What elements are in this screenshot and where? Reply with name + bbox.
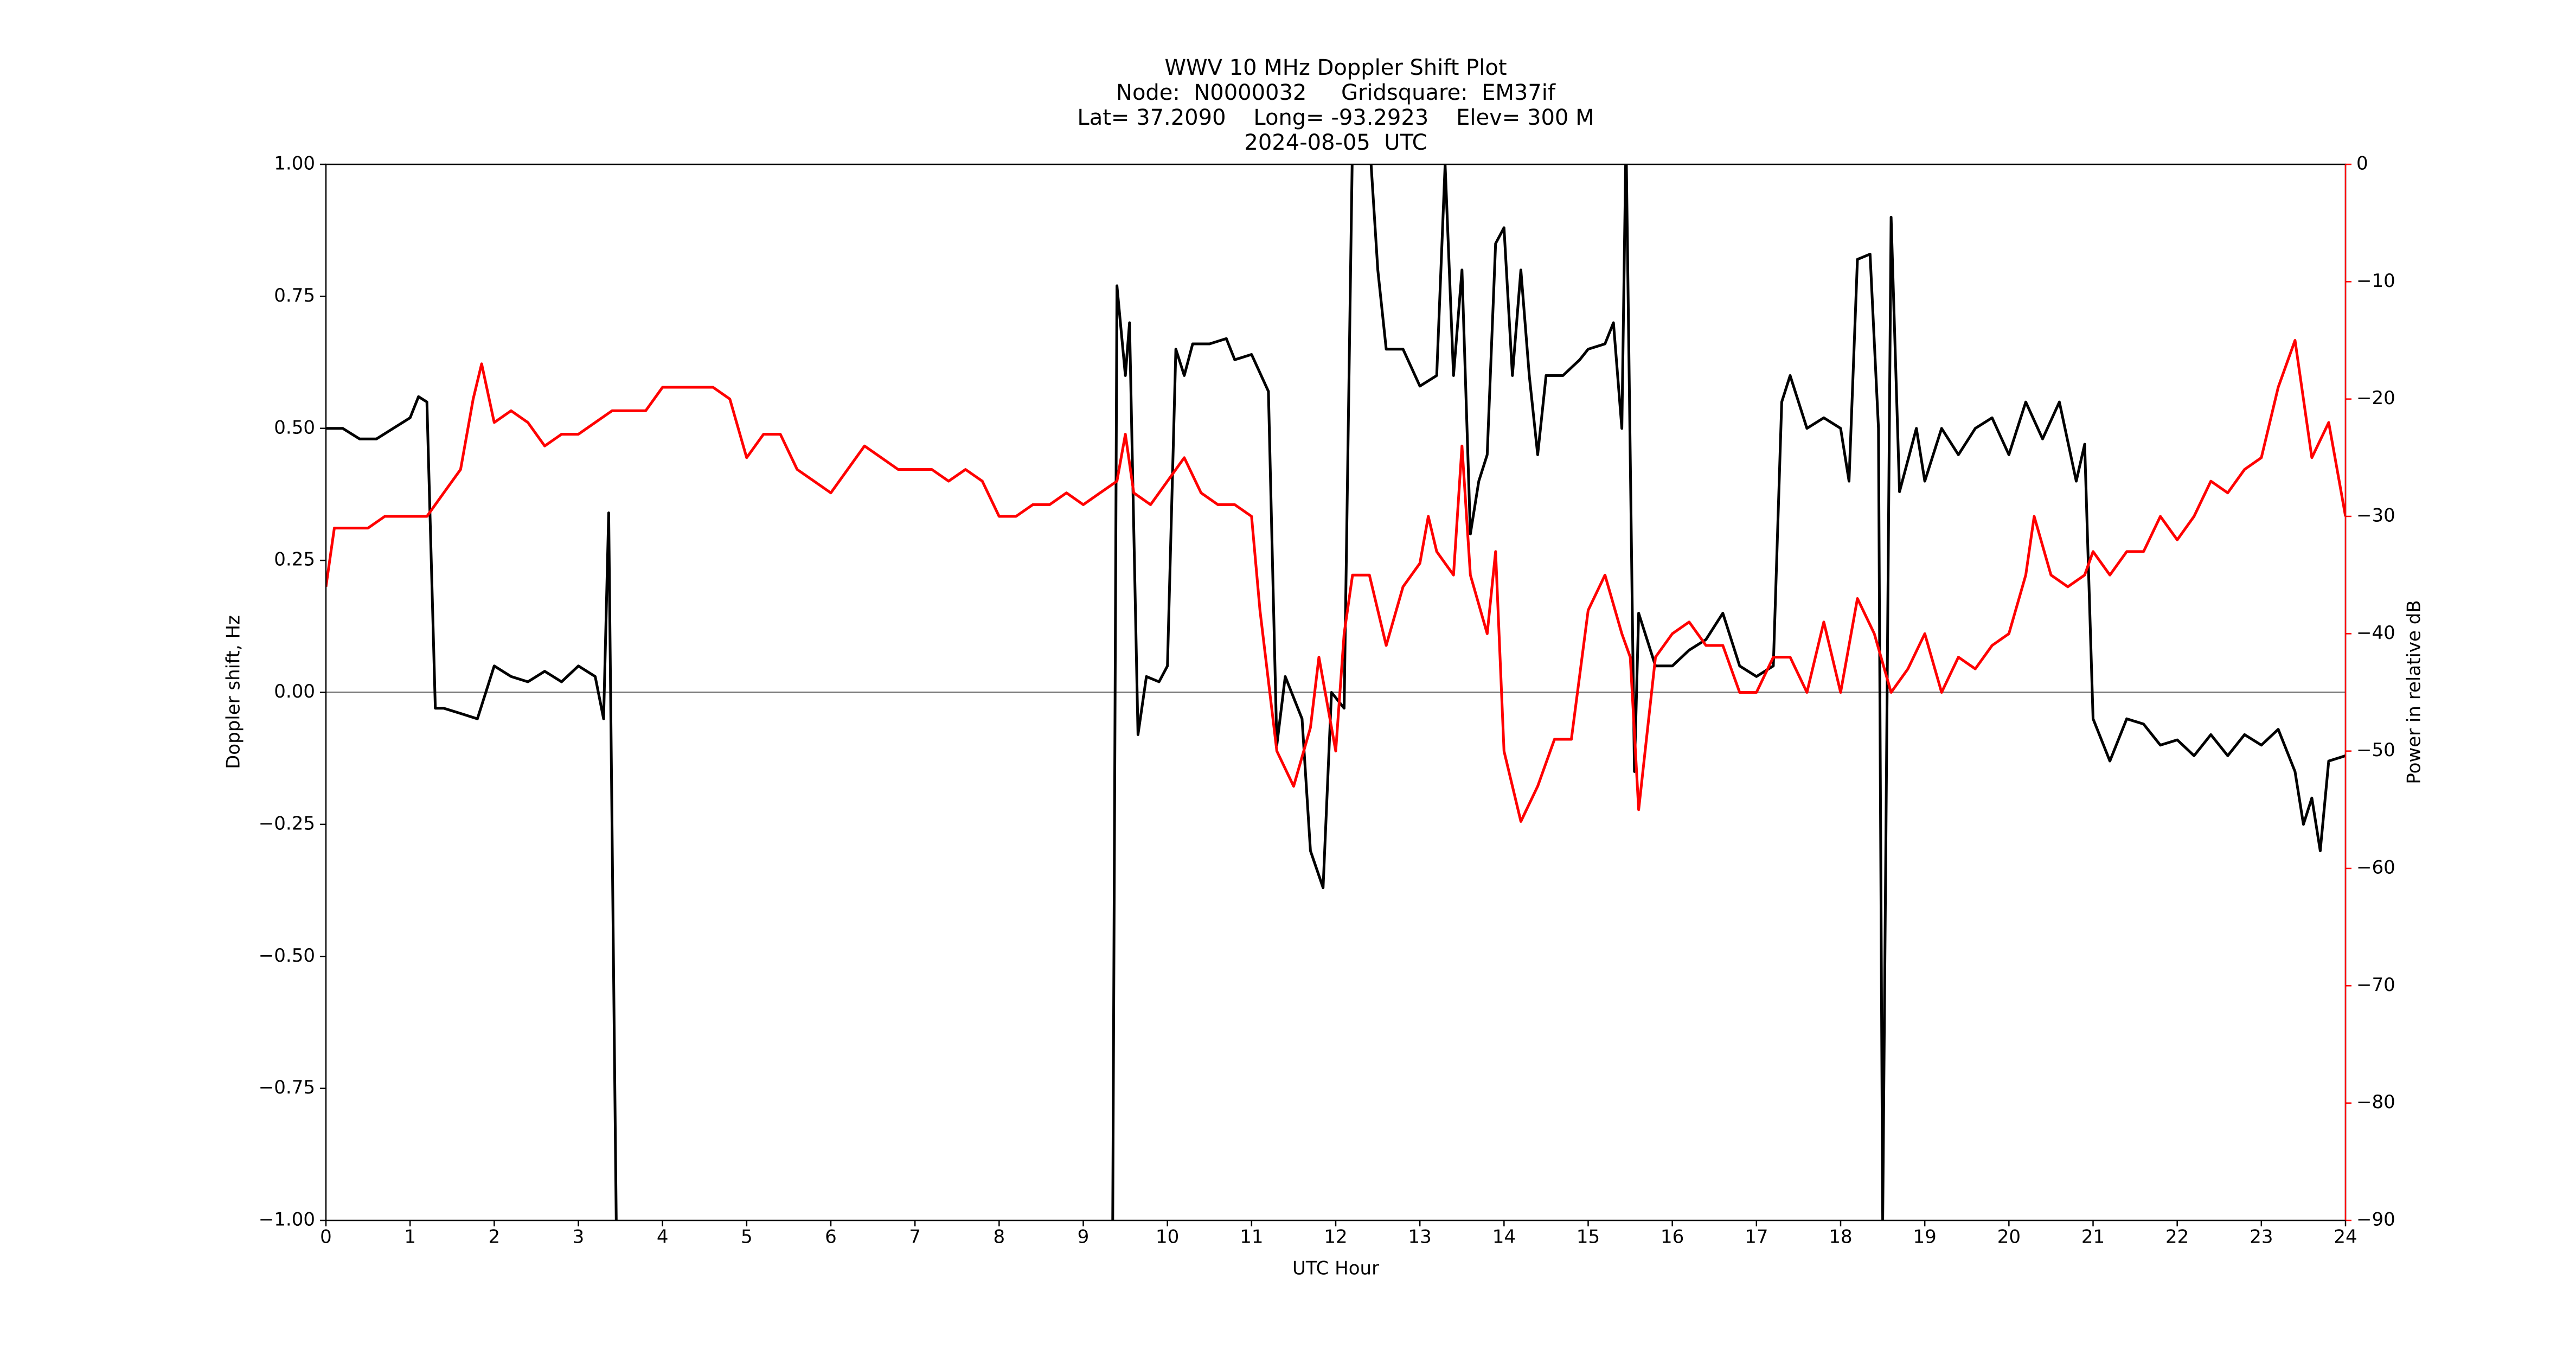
x-tick-label: 3 [573, 1226, 585, 1248]
y-tick-label: 0.75 [274, 285, 315, 306]
y2-tick-label: −20 [2356, 387, 2395, 409]
x-tick-label: 12 [1324, 1226, 1347, 1248]
data-line [326, 164, 2346, 1220]
x-tick-label: 4 [657, 1226, 669, 1248]
x-tick-label: 9 [1078, 1226, 1090, 1248]
x-tick-label: 20 [1997, 1226, 2021, 1248]
x-tick-label: 10 [1156, 1226, 1179, 1248]
y2-tick-label: −80 [2356, 1091, 2395, 1113]
x-tick-label: 24 [2334, 1226, 2357, 1248]
y2-axis-label: Power in relative dB [2404, 600, 2425, 784]
y-tick-label: −0.75 [259, 1077, 315, 1098]
x-tick-label: 13 [1408, 1226, 1432, 1248]
y-tick-label: 0.50 [274, 417, 315, 438]
chart-title: WWV 10 MHz Doppler Shift Plot [1164, 55, 1507, 80]
y2-tick-label: −10 [2356, 270, 2395, 292]
x-tick-label: 0 [320, 1226, 332, 1248]
data-line [326, 339, 2346, 823]
y-tick-label: −1.00 [259, 1209, 315, 1231]
x-tick-label: 22 [2165, 1226, 2189, 1248]
x-tick-label: 15 [1577, 1226, 1600, 1248]
x-tick-label: 21 [2081, 1226, 2105, 1248]
x-tick-label: 8 [994, 1226, 1005, 1248]
y2-tick-label: −60 [2356, 857, 2395, 879]
y2-tick-label: −70 [2356, 974, 2395, 996]
y2-tick-label: −50 [2356, 739, 2395, 761]
x-tick-label: 16 [1661, 1226, 1684, 1248]
chart-title: Lat= 37.2090 Long= -93.2923 Elev= 300 M [1077, 105, 1594, 130]
y2-tick-label: 0 [2356, 153, 2368, 175]
x-tick-label: 2 [489, 1226, 501, 1248]
x-tick-label: 23 [2250, 1226, 2273, 1248]
x-tick-label: 11 [1240, 1226, 1263, 1248]
y-tick-label: 0.25 [274, 549, 315, 571]
y-tick-label: −0.25 [259, 813, 315, 834]
x-tick-label: 18 [1829, 1226, 1852, 1248]
x-tick-label: 6 [825, 1226, 837, 1248]
chart-title: Node: N0000032 Gridsquare: EM37if [1116, 80, 1556, 105]
y-tick-label: 0.00 [274, 681, 315, 702]
x-tick-label: 5 [741, 1226, 753, 1248]
y-tick-label: −0.50 [259, 945, 315, 967]
x-tick-label: 14 [1492, 1226, 1516, 1248]
y-axis-label: Doppler shift, Hz [223, 615, 245, 769]
y-tick-label: 1.00 [274, 153, 315, 175]
y2-tick-label: −30 [2356, 505, 2395, 527]
x-axis-label: UTC Hour [1292, 1258, 1379, 1280]
x-tick-label: 1 [404, 1226, 416, 1248]
y2-tick-label: −40 [2356, 622, 2395, 644]
chart-title: 2024-08-05 UTC [1244, 130, 1427, 155]
x-tick-label: 7 [909, 1226, 921, 1248]
x-tick-label: 19 [1913, 1226, 1937, 1248]
x-tick-label: 17 [1745, 1226, 1768, 1248]
y2-tick-label: −90 [2356, 1209, 2395, 1231]
